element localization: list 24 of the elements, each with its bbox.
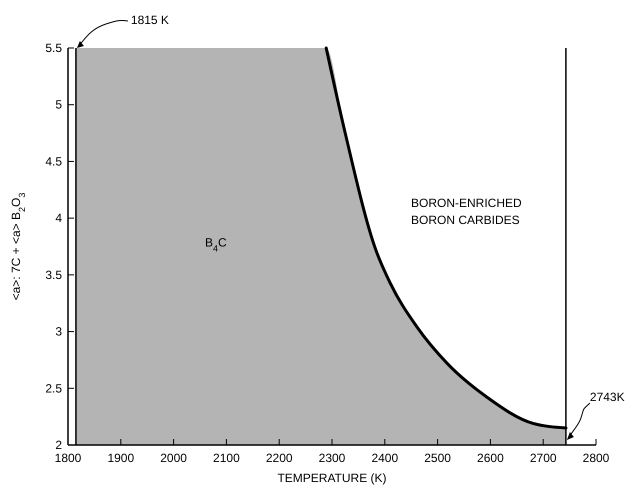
x-tick-label: 2700 [530, 451, 557, 465]
y-tick-label: 3 [55, 324, 62, 339]
y-tick-label: 2.5 [45, 381, 62, 396]
x-tick-label: 2200 [266, 451, 293, 465]
x-tick-label: 2000 [160, 451, 188, 465]
y-tick-label: 4.5 [45, 154, 62, 168]
annotation: BORON-ENRICHED BORON CARBIDES [411, 196, 522, 227]
x-tick-label: 1800 [54, 451, 82, 465]
x-tick-label: 2400 [371, 451, 398, 465]
y-tick-label: 5 [55, 98, 62, 112]
x-tick-label: 2500 [424, 451, 452, 465]
annotation: B$_{4}$C [204, 236, 228, 254]
ref-line-label: 2743K [590, 390, 625, 404]
y-tick-label: 3.5 [45, 268, 62, 282]
y-tick-label: 5.5 [45, 41, 62, 55]
x-tick-label: 2300 [318, 451, 346, 465]
x-axis-title: TEMPERATURE (K) [277, 471, 387, 485]
y-tick-label: 2 [55, 438, 62, 452]
y-tick-label: 4 [55, 211, 62, 226]
x-tick-label: 2600 [477, 451, 504, 465]
x-tick-label: 2800 [582, 451, 610, 465]
x-tick-label: 2100 [213, 451, 240, 465]
x-tick-label: 1900 [107, 451, 134, 465]
ref-line-label: 1815 K [130, 13, 169, 27]
